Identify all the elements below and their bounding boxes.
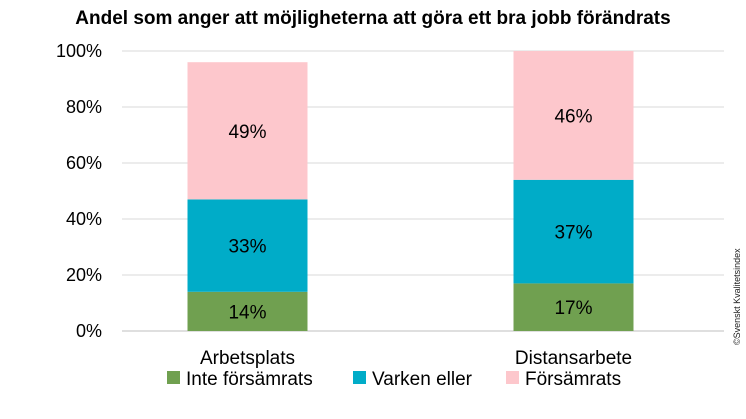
data-label: 46% bbox=[554, 106, 592, 127]
bars: 14% 33% 49% 17% 37% 46% bbox=[187, 51, 634, 331]
data-label: 14% bbox=[228, 302, 266, 323]
legend-swatch bbox=[506, 371, 519, 384]
bar-segment bbox=[187, 291, 308, 331]
y-axis: 0% 20% 40% 60% 80% 100% bbox=[56, 41, 102, 341]
legend-swatch bbox=[353, 371, 366, 384]
x-tick-label: Arbetsplats bbox=[200, 348, 295, 369]
bar-segment bbox=[513, 283, 634, 331]
y-tick-label: 80% bbox=[66, 97, 102, 117]
y-tick-label: 40% bbox=[66, 209, 102, 229]
y-tick-label: 0% bbox=[76, 321, 102, 341]
data-label: 17% bbox=[554, 298, 592, 319]
x-axis: Arbetsplats Distansarbete bbox=[200, 348, 632, 369]
bar-segment bbox=[187, 199, 308, 292]
bar-segment bbox=[513, 51, 634, 180]
x-tick-label: Distansarbete bbox=[515, 348, 632, 369]
legend-swatch bbox=[167, 371, 180, 384]
bar-segment bbox=[513, 179, 634, 284]
y-tick-label: 20% bbox=[66, 265, 102, 285]
credit-label: ©Svenskt Kvalitetsindex bbox=[732, 248, 742, 345]
y-tick-label: 60% bbox=[66, 153, 102, 173]
y-tick-label: 100% bbox=[56, 41, 102, 61]
chart-title: Andel som anger att möjligheterna att gö… bbox=[75, 8, 670, 29]
legend-label: Inte försämrats bbox=[186, 369, 313, 390]
bar-segment bbox=[187, 62, 308, 200]
legend-label: Varken eller bbox=[372, 369, 473, 390]
legend: Inte försämrats Varken eller Försämrats bbox=[167, 369, 621, 390]
legend-label: Försämrats bbox=[525, 369, 621, 390]
data-label: 49% bbox=[228, 122, 266, 143]
data-label: 33% bbox=[228, 237, 266, 258]
data-label: 37% bbox=[554, 223, 592, 244]
